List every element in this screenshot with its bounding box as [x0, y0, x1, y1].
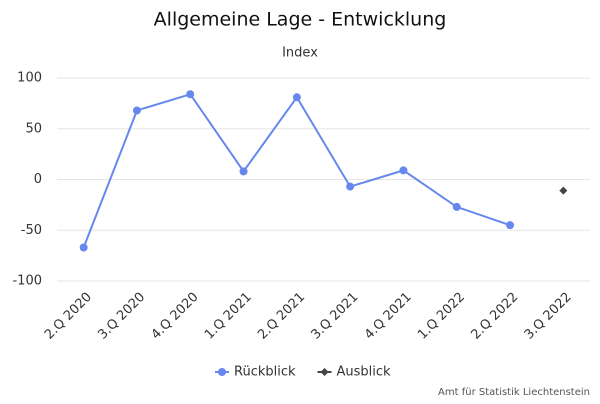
- point: [506, 221, 515, 230]
- point: [559, 186, 568, 195]
- y-tick-label: 100: [17, 71, 42, 86]
- point: [292, 93, 301, 102]
- point: [186, 90, 195, 99]
- x-tick-label: 2.Q 2021: [255, 290, 308, 343]
- legend-marker: [218, 368, 226, 376]
- x-tick-label: 1.Q 2021: [202, 290, 255, 343]
- x-tick-label: 2.Q 2022: [468, 290, 521, 343]
- legend-item: Rückblick: [215, 365, 296, 380]
- legend-item: Ausblick: [317, 365, 392, 380]
- x-tick-label: 4.Q 2021: [362, 290, 415, 343]
- point: [79, 243, 88, 252]
- y-tick-label: -100: [12, 274, 42, 289]
- y-tick-label: -50: [21, 223, 42, 238]
- x-tick-label: 2.Q 2020: [42, 290, 95, 343]
- point: [346, 182, 355, 191]
- chart-title: Allgemeine Lage - Entwicklung: [154, 9, 447, 31]
- x-tick-label: 1.Q 2022: [415, 290, 468, 343]
- point: [239, 167, 248, 176]
- point: [132, 106, 141, 115]
- x-tick-label: 3.Q 2020: [95, 290, 148, 343]
- series-line: [82, 93, 511, 248]
- legend-label: Rückblick: [234, 365, 296, 380]
- x-tick-label: 3.Q 2021: [309, 290, 362, 343]
- credit: Amt für Statistik Liechtenstein: [438, 387, 590, 398]
- x-tick-label: 4.Q 2020: [149, 290, 202, 343]
- legend-label: Ausblick: [337, 365, 392, 380]
- point: [452, 202, 461, 211]
- point: [399, 166, 408, 175]
- y-tick-label: 0: [34, 172, 42, 187]
- y-tick-label: 50: [25, 121, 42, 136]
- x-tick-label: 3.Q 2022: [522, 290, 575, 343]
- legend-marker: [320, 368, 329, 376]
- chart-subtitle: Index: [282, 46, 318, 61]
